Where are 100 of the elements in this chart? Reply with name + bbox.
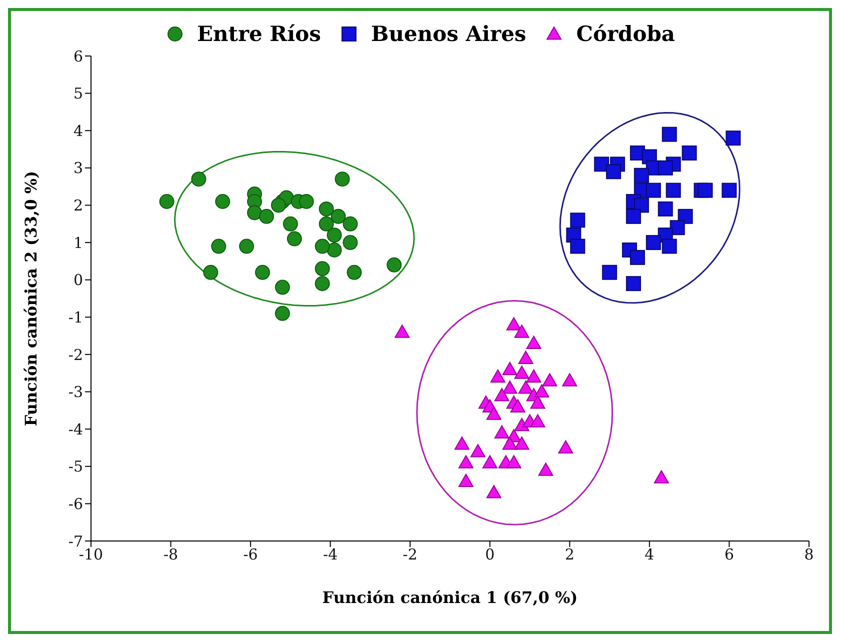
x-tick-label: -8 bbox=[163, 546, 178, 564]
point bbox=[526, 336, 542, 350]
point bbox=[386, 257, 402, 272]
point bbox=[630, 250, 645, 265]
point bbox=[682, 146, 697, 160]
point bbox=[502, 436, 518, 450]
point bbox=[318, 201, 334, 216]
legend-label: Córdoba bbox=[576, 21, 676, 46]
y-tick-label: 5 bbox=[73, 84, 83, 103]
point bbox=[330, 208, 346, 224]
x-tick-label: 8 bbox=[804, 546, 814, 564]
point bbox=[542, 373, 558, 386]
y-tick-label: -5 bbox=[68, 458, 83, 476]
point bbox=[282, 216, 298, 232]
point bbox=[247, 205, 262, 220]
point bbox=[606, 164, 622, 180]
point bbox=[658, 160, 673, 176]
point bbox=[670, 220, 685, 236]
y-tick-label: 0 bbox=[73, 271, 83, 290]
point bbox=[314, 276, 330, 292]
point bbox=[486, 485, 502, 498]
point bbox=[454, 436, 470, 450]
point bbox=[654, 470, 669, 484]
y-tick-label: 6 bbox=[73, 47, 83, 66]
x-tick-label: -4 bbox=[323, 546, 338, 564]
point bbox=[662, 238, 677, 254]
point bbox=[159, 194, 174, 209]
point bbox=[514, 366, 530, 379]
point bbox=[562, 373, 578, 386]
point bbox=[215, 194, 230, 209]
y-tick-label: -4 bbox=[68, 420, 83, 438]
y-tick-label: 1 bbox=[73, 234, 83, 252]
point bbox=[526, 369, 542, 383]
point bbox=[342, 216, 358, 232]
x-tick-label: 4 bbox=[644, 546, 654, 564]
point bbox=[458, 474, 474, 488]
legend-label: Entre Ríos bbox=[196, 21, 321, 46]
point bbox=[646, 182, 661, 198]
point bbox=[502, 380, 518, 394]
y-axis-title: Función canónica 2 (33,0 %) bbox=[22, 170, 41, 426]
point bbox=[259, 208, 274, 224]
point bbox=[530, 414, 546, 428]
point bbox=[326, 242, 342, 258]
point bbox=[538, 462, 554, 476]
y-tick-label: -2 bbox=[68, 346, 83, 364]
point bbox=[274, 280, 290, 295]
point bbox=[634, 198, 649, 213]
point bbox=[314, 261, 330, 276]
point bbox=[458, 455, 474, 468]
x-tick-label: -2 bbox=[402, 546, 418, 564]
point bbox=[514, 324, 530, 338]
y-tick-label: 3 bbox=[73, 159, 83, 178]
point bbox=[506, 455, 522, 468]
legend-label: Buenos Aires bbox=[370, 21, 526, 46]
point bbox=[334, 172, 350, 187]
point bbox=[203, 264, 218, 280]
point bbox=[239, 238, 254, 254]
point bbox=[518, 380, 534, 394]
point bbox=[255, 264, 270, 280]
x-tick-label: 6 bbox=[724, 546, 734, 564]
point bbox=[594, 156, 610, 172]
point bbox=[270, 198, 286, 213]
point bbox=[726, 130, 741, 146]
point bbox=[510, 399, 526, 412]
point bbox=[346, 264, 362, 280]
point bbox=[494, 388, 510, 402]
point bbox=[530, 395, 546, 409]
point bbox=[534, 384, 550, 398]
point bbox=[626, 208, 641, 224]
y-tick-label: -6 bbox=[68, 495, 83, 514]
point bbox=[470, 444, 486, 458]
point bbox=[274, 306, 290, 321]
x-tick-label: 2 bbox=[564, 546, 574, 564]
y-tick-label: -1 bbox=[68, 308, 83, 326]
point bbox=[698, 182, 713, 198]
point bbox=[486, 406, 502, 420]
point bbox=[286, 231, 302, 246]
point bbox=[342, 235, 358, 250]
y-tick-label: -3 bbox=[68, 383, 83, 402]
point bbox=[191, 172, 206, 187]
point bbox=[570, 238, 586, 254]
point bbox=[518, 350, 534, 364]
point bbox=[298, 194, 314, 209]
point bbox=[482, 455, 498, 468]
point bbox=[314, 238, 330, 254]
point bbox=[394, 324, 410, 338]
point bbox=[646, 235, 661, 250]
point bbox=[666, 182, 681, 198]
point bbox=[318, 216, 334, 232]
point bbox=[662, 126, 677, 142]
point bbox=[506, 317, 522, 330]
y-tick-label: 4 bbox=[73, 122, 83, 140]
point bbox=[211, 238, 226, 254]
point bbox=[558, 440, 574, 454]
point bbox=[326, 228, 342, 243]
point bbox=[634, 168, 649, 183]
point bbox=[490, 369, 506, 383]
point bbox=[502, 362, 518, 376]
point bbox=[514, 436, 530, 450]
point bbox=[722, 182, 737, 198]
